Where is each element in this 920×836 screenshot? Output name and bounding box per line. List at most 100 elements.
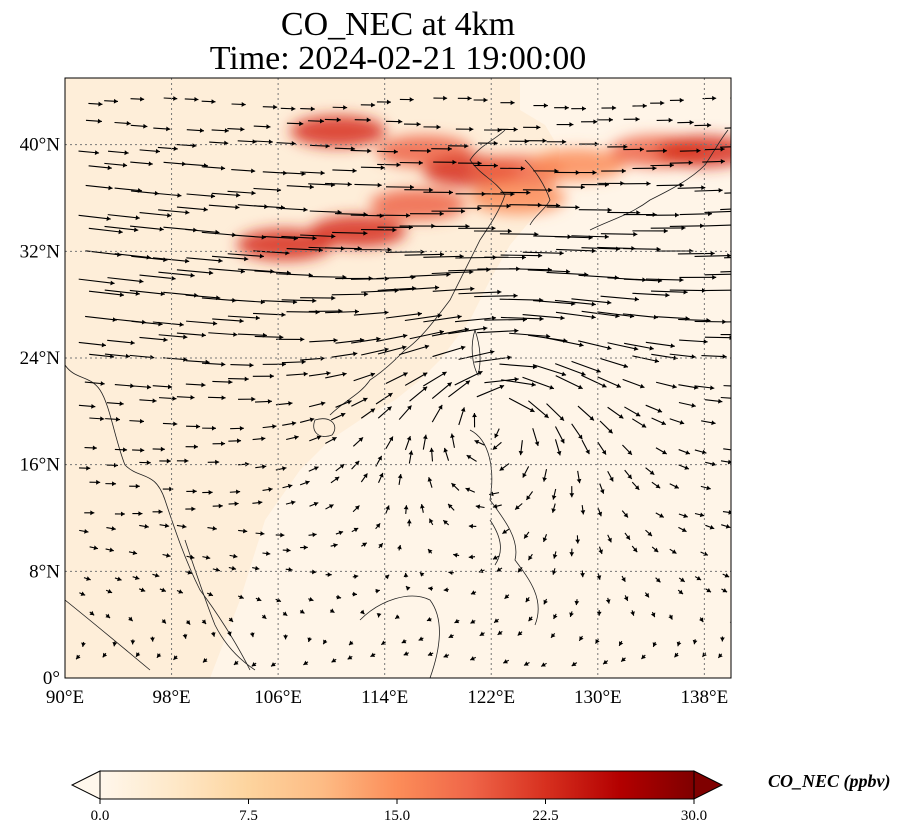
wind-arrow-head [310,106,315,112]
wind-arrow-shaft [253,250,290,254]
wind-arrow-head [89,610,95,616]
wind-arrow-head [684,465,689,470]
wind-arrow-head [196,424,201,429]
wind-arrow-head [439,252,445,257]
wind-arrow-head [579,636,584,641]
wind-arrow-head [255,315,260,321]
wind-arrow-head [601,449,607,455]
wind-arrow-head [134,575,140,580]
wind-arrow-head [403,651,409,656]
wind-arrow-shaft [669,289,706,292]
wind-arrow-head [192,143,197,149]
wind-arrow-head [100,381,105,386]
wind-arrow-shaft [153,192,182,197]
wind-arrow-head [639,383,645,389]
wind-arrow-head [97,118,102,124]
wind-arrow-head [347,655,353,660]
wind-arrow-head [649,345,654,351]
wind-arrow-head [281,312,286,318]
wind-arrow-head [749,159,753,164]
wind-arrow-head [417,311,422,317]
wind-arrow-shaft [335,213,368,216]
wind-arrow-shaft [185,294,221,299]
wind-arrow-head [692,639,698,645]
concentration-blob [529,148,626,181]
wind-arrow-shaft [350,214,384,217]
wind-arrow-shaft [131,320,163,325]
wind-arrow-head [158,509,163,515]
wind-arrow-head [367,148,372,154]
wind-arrow-head [741,422,745,427]
wind-arrow-head [681,225,686,231]
wind-arrow-head [513,293,518,299]
colorbar-label: CO_NEC (ppbv) [768,771,891,791]
wind-arrow-head [86,576,91,581]
wind-arrow-head [282,611,288,616]
wind-arrow-shaft [730,161,731,163]
wind-arrow-head [727,253,731,259]
wind-arrow-head [81,642,86,647]
wind-arrow-shaft [720,146,731,148]
wind-arrow-head [710,251,715,256]
wind-arrow-head [347,181,352,187]
wind-arrow-head [331,437,337,442]
wind-arrow-head [326,371,331,376]
wind-arrow-head [483,326,488,331]
wind-arrow-head [150,637,155,642]
wind-arrow-head [156,653,162,658]
wind-arrow-head [388,436,393,442]
wind-arrow-head [403,572,409,578]
wind-arrow-shaft [431,271,474,275]
wind-arrow-head [113,462,118,468]
wind-arrow-head [256,596,262,602]
wind-arrow-head [443,520,448,525]
wind-arrow-shaft [176,269,214,274]
wind-arrow-shaft [300,171,325,174]
wind-arrow-head [696,575,702,581]
wind-arrow-head [208,270,214,276]
wind-arrow-head [261,436,266,442]
wind-arrow-head [520,166,525,171]
wind-arrow-head [653,314,658,320]
wind-arrow-head [596,575,602,580]
wind-arrow-head [249,632,255,638]
wind-arrow-head [406,213,411,218]
wind-arrow-head [728,509,731,515]
wind-arrow-head [661,420,666,426]
wind-arrow-head [656,246,661,252]
wind-arrow-head [634,485,640,490]
wind-arrow-head [402,333,408,339]
wind-arrow-shaft [724,192,731,194]
wind-arrow-shaft [677,252,715,255]
wind-arrow-head [552,554,558,559]
wind-arrow-head [236,192,241,198]
wind-arrow-head [652,642,658,647]
wind-arrow-head [669,162,674,168]
wind-arrow-head [604,234,609,240]
wind-arrow-shaft [281,172,306,175]
wind-arrow-head [190,272,195,278]
wind-arrow-head [181,161,187,167]
wind-arrow-shaft [578,340,612,350]
wind-arrow-head [427,148,432,154]
wind-arrow-head [362,397,368,403]
wind-arrow-head [551,495,557,500]
wind-arrow-head [94,150,100,155]
wind-arrow-shaft [499,298,544,301]
wind-arrow-head [574,600,580,606]
wind-arrow-head [621,168,626,174]
wind-arrow-head [623,363,628,369]
wind-arrow-head [753,268,757,273]
wind-arrow-head [492,555,498,560]
wind-arrow-shaft [262,235,298,240]
wind-arrow-head [420,504,425,509]
wind-arrow-head [119,292,125,298]
wind-arrow-head [609,476,614,482]
wind-arrow-head [375,588,380,594]
concentration-field [236,115,731,261]
wind-arrow-shaft [474,295,518,298]
wind-arrow-shaft [163,357,188,361]
wind-arrow-shaft [554,299,596,306]
wind-arrow-shaft [409,330,445,340]
wind-arrow-head [363,230,368,236]
